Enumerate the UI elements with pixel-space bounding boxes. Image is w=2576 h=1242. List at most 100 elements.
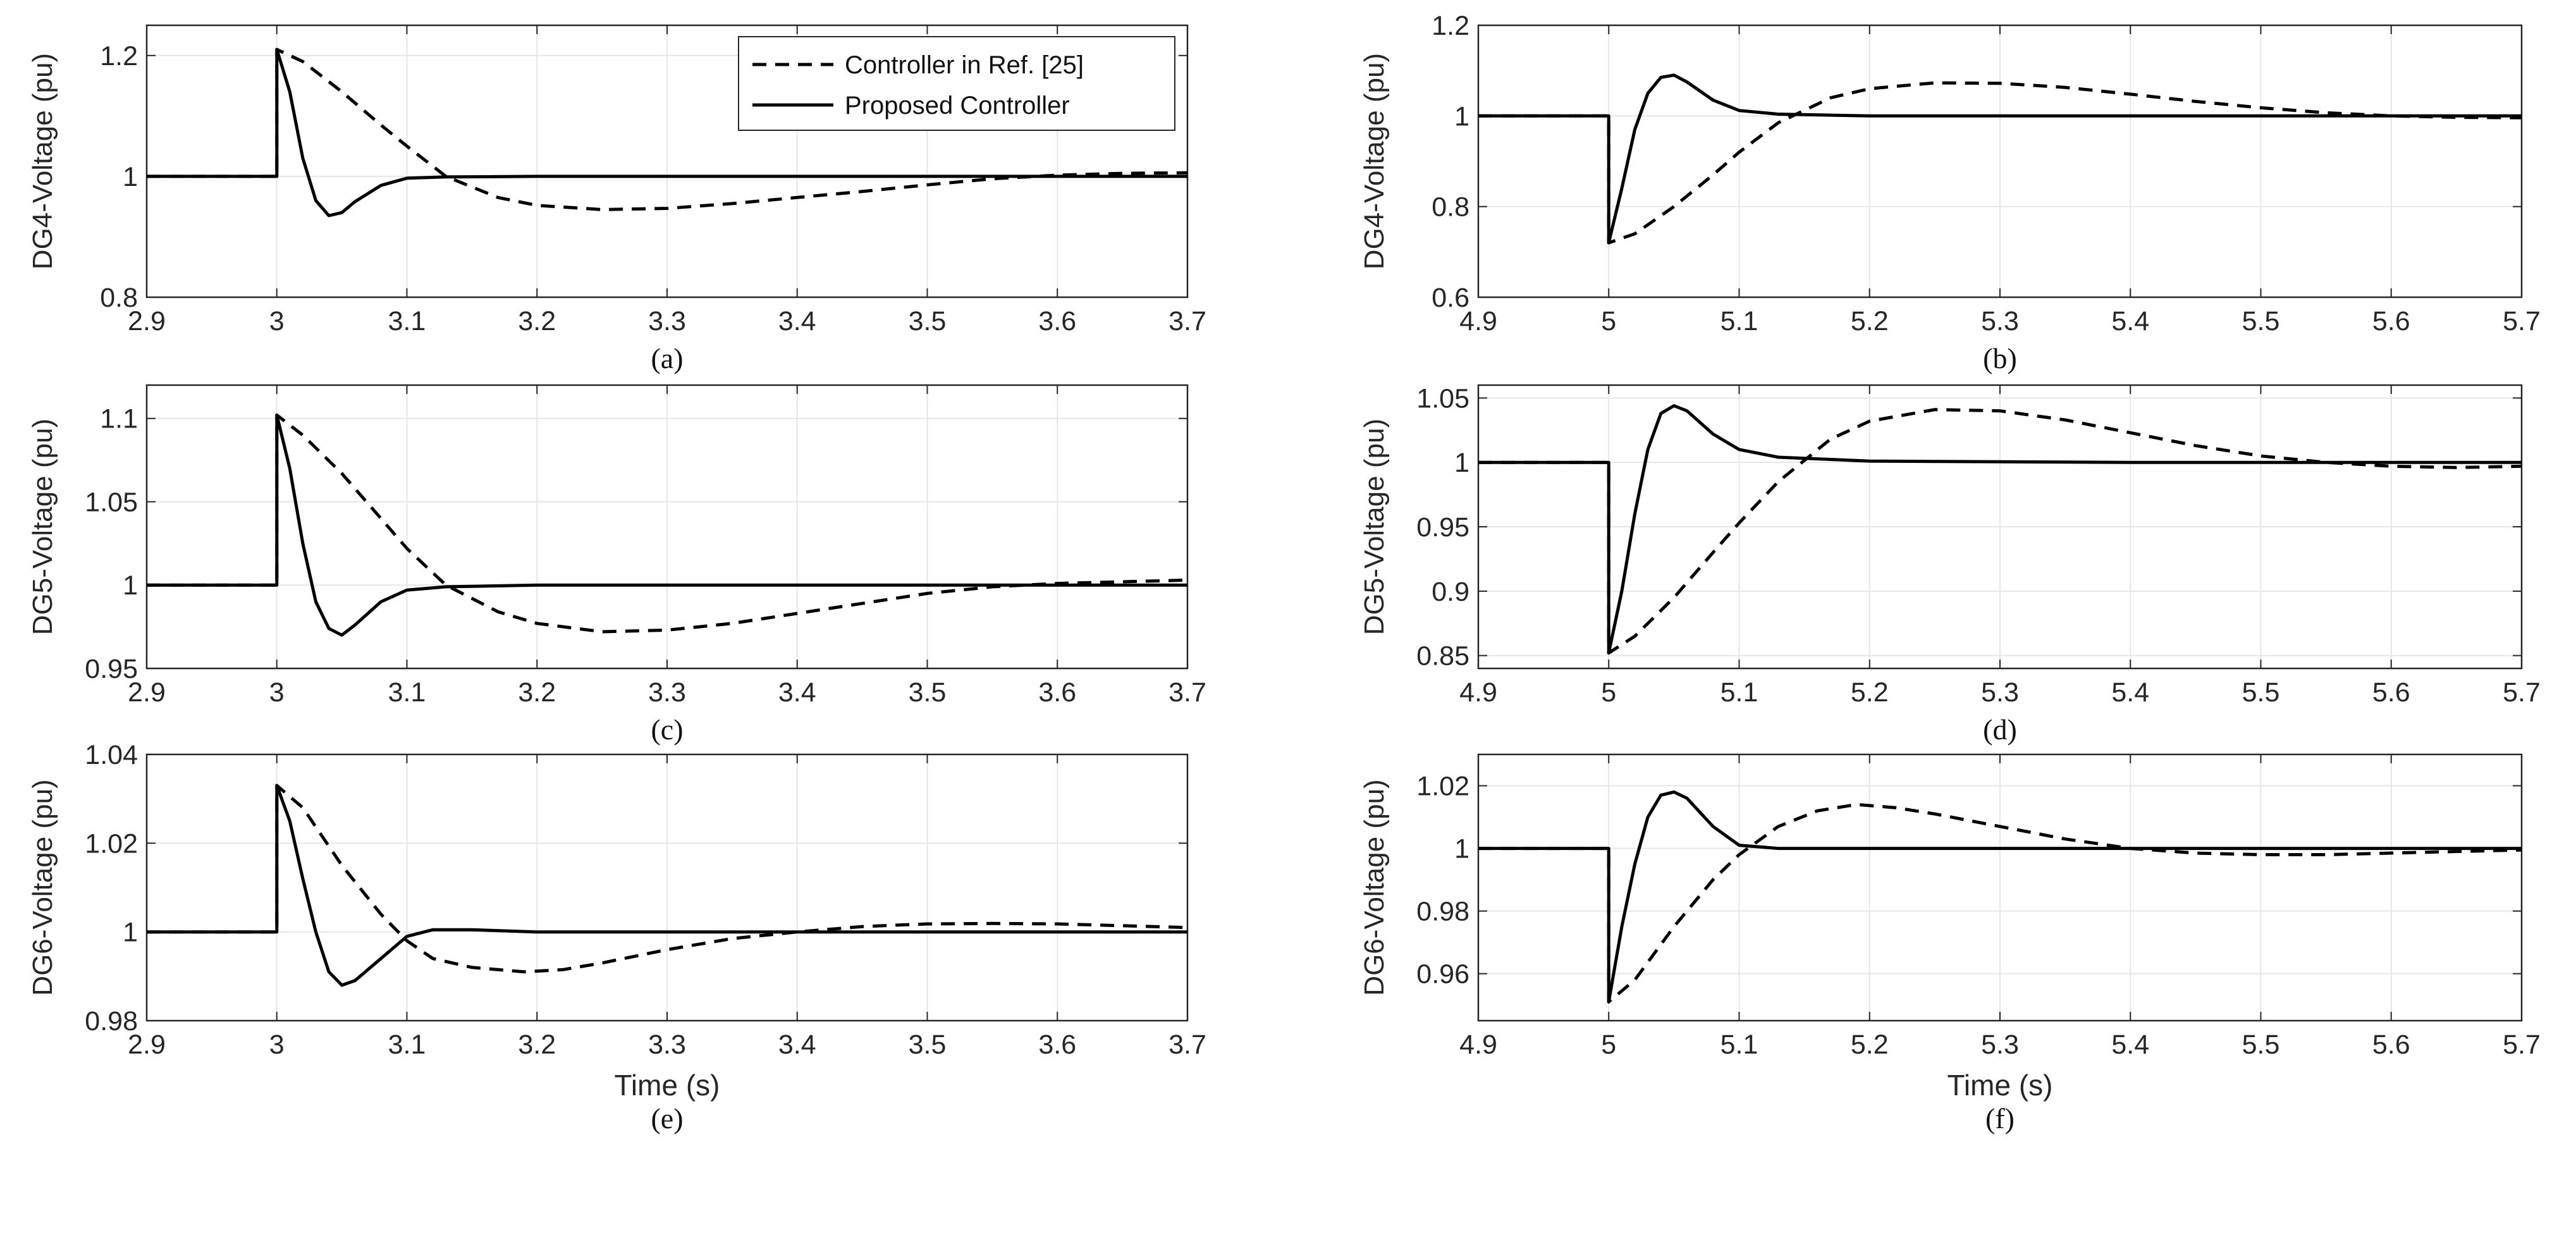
- legend-box: [738, 36, 1175, 131]
- x-tick-label: 5.7: [2503, 306, 2541, 336]
- x-tick-label: 5.7: [2503, 677, 2541, 708]
- x-tick-label: 3.7: [1168, 677, 1206, 708]
- y-tick-label: 1.2: [1432, 11, 1469, 41]
- y-axis-label: DG4-Voltage (pu): [27, 53, 58, 269]
- x-tick-label: 3.3: [648, 677, 686, 708]
- x-tick-label: 3.1: [388, 306, 426, 336]
- legend: Controller in Ref. [25] Proposed Controll…: [738, 36, 1175, 131]
- panel-caption: (f): [1985, 1102, 2015, 1134]
- x-tick-label: 5.3: [1981, 677, 2019, 708]
- x-axis-label: Time (s): [615, 1069, 720, 1102]
- series-line-ref-controller: [147, 47, 1188, 211]
- y-tick-label: 0.8: [100, 283, 138, 313]
- x-tick-label: 4.9: [1459, 1030, 1497, 1060]
- x-axis-label: Time (s): [1947, 1069, 2053, 1102]
- panel-caption: (b): [1983, 342, 2017, 374]
- y-axis-label: DG5-Voltage (pu): [27, 419, 58, 635]
- y-tick-label: 1: [123, 570, 138, 601]
- x-tick-label: 3.6: [1038, 677, 1076, 708]
- x-tick-label: 5.6: [2372, 1030, 2410, 1060]
- x-tick-label: 3.4: [778, 1030, 816, 1060]
- y-tick-label: 1.02: [85, 828, 138, 859]
- x-tick-label: 5.3: [1981, 1030, 2019, 1060]
- x-tick-label: 3.2: [518, 1030, 556, 1060]
- series-line-proposed-controller: [147, 47, 1187, 218]
- y-tick-label: 1: [123, 918, 138, 948]
- series-line-proposed-controller: [1478, 790, 2522, 1004]
- x-tick-label: 3: [269, 677, 285, 708]
- y-axis-label: DG4-Voltage (pu): [1359, 53, 1390, 269]
- chart-panel-c: 2.9 3 3.1 3.2 3.3 3.4 3.5 3.6 3.7 0.95 1 1.05 1.1 DG5…: [27, 384, 1206, 746]
- legend-label-ref-controller: Controller in Ref. [25]: [845, 51, 1084, 79]
- chart-panel-e: 2.9 3 3.1 3.2 3.3 3.4 3.5 3.6 3.7 0.98 1 1.02 1.04 DG…: [27, 740, 1206, 1134]
- x-tick-label: 3.7: [1168, 1030, 1206, 1060]
- x-tick-label: 5: [1601, 1030, 1616, 1060]
- x-tick-label: 3.5: [909, 1030, 947, 1060]
- x-tick-label: 3.5: [909, 677, 947, 708]
- series-line-ref-controller: [147, 784, 1188, 974]
- y-tick-label: 0.95: [1416, 512, 1469, 543]
- x-tick-label: 5.7: [2503, 1030, 2541, 1060]
- series-line-ref-controller: [147, 413, 1188, 634]
- y-tick-label: 0.6: [1432, 283, 1469, 313]
- x-tick-label: 5.3: [1981, 306, 2019, 336]
- y-tick-label: 0.96: [1416, 959, 1469, 990]
- y-tick-label: 1: [1454, 101, 1469, 132]
- x-tick-label: 5.6: [2372, 677, 2410, 708]
- x-tick-label: 5.1: [1720, 1030, 1758, 1060]
- series-line-proposed-controller: [1478, 73, 2522, 245]
- x-tick-label: 5.4: [2111, 1030, 2149, 1060]
- x-tick-label: 5.2: [1851, 1030, 1889, 1060]
- x-tick-label: 5.4: [2111, 306, 2149, 336]
- chart-panel-b: 4.9 5 5.1 5.2 5.3 5.4 5.5 5.6 5.7 0.6 0.8 1 1.2 DG4-V…: [1359, 11, 2541, 374]
- x-tick-label: 5.5: [2242, 677, 2280, 708]
- y-tick-label: 1.05: [1416, 383, 1469, 414]
- y-axis-label: DG6-Voltage (pu): [1359, 779, 1390, 995]
- y-tick-label: 1.04: [85, 740, 138, 770]
- x-tick-label: 4.9: [1459, 306, 1497, 336]
- y-tick-label: 0.98: [1416, 897, 1469, 927]
- y-tick-label: 1: [1454, 834, 1469, 864]
- series-line-proposed-controller: [1478, 404, 2522, 655]
- y-axis-label: DG6-Voltage (pu): [27, 779, 58, 995]
- panel-caption: (c): [651, 713, 683, 746]
- x-tick-label: 5.2: [1851, 306, 1889, 336]
- x-tick-label: 5.4: [2111, 677, 2149, 708]
- panel-caption: (a): [651, 342, 683, 374]
- x-tick-label: 3.6: [1038, 1030, 1076, 1060]
- x-tick-label: 3.3: [648, 1030, 686, 1060]
- panel-caption: (e): [651, 1102, 683, 1134]
- x-tick-label: 3.2: [518, 677, 556, 708]
- y-tick-label: 0.9: [1432, 577, 1469, 607]
- x-tick-label: 5: [1601, 306, 1616, 336]
- panel-caption: (d): [1983, 713, 2017, 746]
- x-tick-label: 2.9: [128, 1030, 166, 1060]
- x-tick-label: 5: [1601, 677, 1616, 708]
- y-tick-label: 0.95: [85, 654, 138, 684]
- x-tick-label: 5.5: [2242, 1030, 2280, 1060]
- x-tick-label: 5.2: [1851, 677, 1889, 708]
- x-tick-label: 3.2: [518, 306, 556, 336]
- series-line-ref-controller: [1478, 81, 2522, 245]
- chart-panel-d: 4.9 5 5.1 5.2 5.3 5.4 5.5 5.6 5.7 0.85 0.9 0.95 1 1.0…: [1359, 383, 2541, 746]
- y-tick-label: 0.8: [1432, 192, 1469, 223]
- x-tick-label: 5.1: [1720, 677, 1758, 708]
- x-tick-label: 3.4: [778, 306, 816, 336]
- y-axis-label: DG5-Voltage (pu): [1359, 419, 1390, 635]
- x-tick-label: 5.1: [1720, 306, 1758, 336]
- x-tick-label: 3: [269, 1030, 285, 1060]
- x-tick-label: 4.9: [1459, 677, 1497, 708]
- series-line-proposed-controller: [147, 784, 1187, 987]
- y-tick-label: 0.85: [1416, 641, 1469, 672]
- x-tick-label: 3.5: [909, 306, 947, 336]
- x-tick-label: 2.9: [128, 306, 166, 336]
- y-tick-label: 1.02: [1416, 772, 1469, 802]
- chart-panel-f: 4.9 5 5.1 5.2 5.3 5.4 5.5 5.6 5.7 0.96 0.98 1 1.02 DG…: [1359, 753, 2541, 1134]
- y-tick-label: 0.98: [85, 1006, 138, 1036]
- x-tick-label: 5.6: [2372, 306, 2410, 336]
- y-tick-label: 1: [123, 162, 138, 192]
- x-tick-label: 2.9: [128, 677, 166, 708]
- x-tick-label: 3.4: [778, 677, 816, 708]
- y-tick-label: 1.2: [100, 41, 138, 71]
